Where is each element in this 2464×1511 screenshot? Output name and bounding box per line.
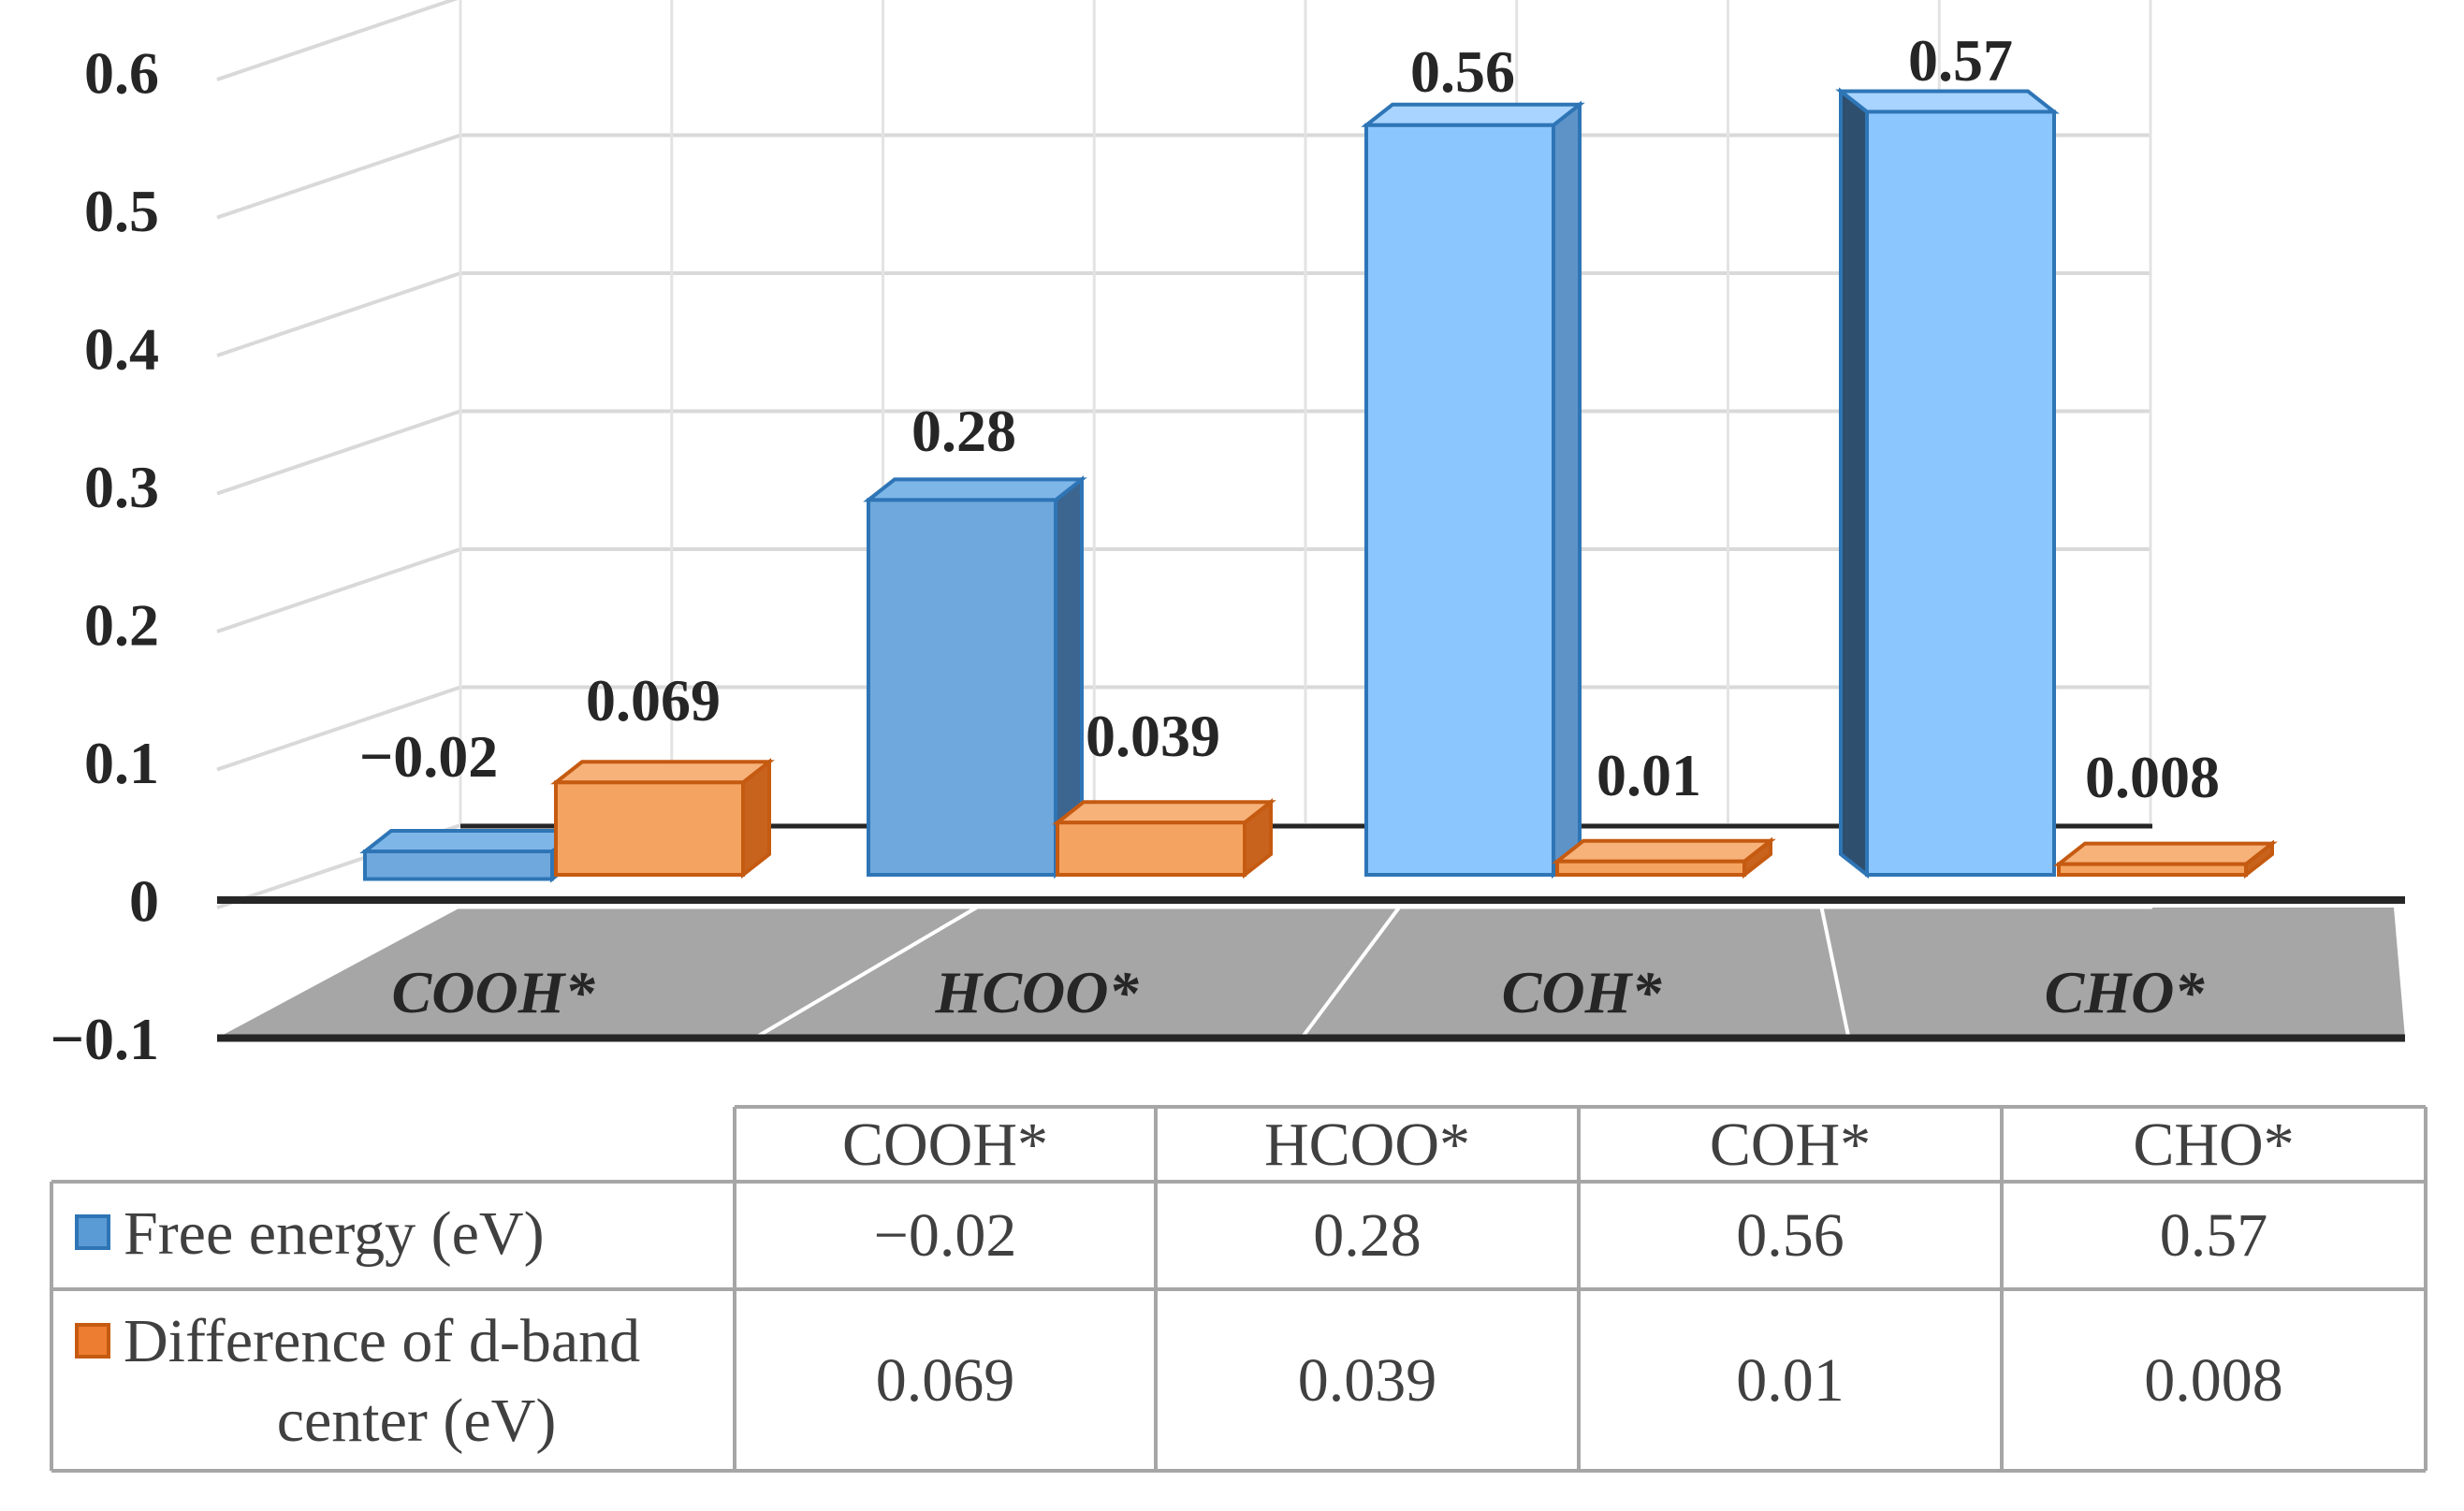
bar-top [2053, 841, 2278, 866]
table-header-cell: HCOO* [1264, 1111, 1470, 1179]
data-label-d-band-diff: 0.069 [586, 667, 721, 734]
bar-top [1835, 89, 2060, 114]
table-cell-d-band-diff: 0.039 [1298, 1346, 1437, 1415]
bar-side [1552, 100, 1582, 879]
legend-label-d-band-diff: center (eV) [277, 1387, 557, 1455]
bar-front [1056, 821, 1247, 877]
bars [359, 87, 2278, 883]
floor-divider [753, 906, 978, 1040]
table-header-cell: CHO* [2133, 1111, 2294, 1179]
floor-divider [1819, 907, 1851, 1039]
y-tick-label: 0.2 [84, 592, 159, 659]
bar-front [2057, 862, 2248, 878]
side-gridline [216, 133, 461, 220]
y-tick-label: 0.3 [84, 454, 159, 520]
bar-front [554, 780, 745, 878]
bar-d-band-diff [2053, 839, 2278, 879]
y-tick-label: −0.1 [51, 1006, 159, 1072]
bar-top [863, 477, 1087, 502]
floor-panel [217, 908, 2405, 1039]
floor-divider [1300, 906, 1401, 1039]
bar-free-energy [1361, 100, 1585, 879]
table-cell-free-energy: 0.56 [1736, 1201, 1844, 1270]
bar-top [550, 760, 775, 785]
data-label-free-energy: −0.02 [359, 723, 498, 790]
table-cell-free-energy: −0.02 [874, 1201, 1017, 1270]
category-labels: COOH* HCOO* COH* CHO* [392, 959, 2206, 1025]
y-tick-label: 0.4 [84, 316, 159, 383]
bar-top [1052, 800, 1276, 825]
data-label-d-band-diff: 0.008 [2085, 744, 2220, 810]
bar-free-energy [863, 475, 1087, 879]
legend-label-free-energy: Free energy (eV) [124, 1199, 545, 1268]
bar-free-energy [1835, 87, 2060, 879]
bar-d-band-diff [1052, 798, 1276, 879]
data-label-free-energy: 0.56 [1410, 38, 1515, 105]
x-category-label: COOH* [392, 959, 596, 1025]
legend-key-d-band-diff [75, 1323, 110, 1358]
bar-side [1839, 87, 1869, 879]
table-header-cell: COH* [1710, 1111, 1871, 1179]
table-cell-free-energy: 0.57 [2160, 1201, 2268, 1270]
side-gridline [216, 0, 459, 81]
bar-front [1364, 123, 1555, 877]
bar-top [1552, 838, 1776, 864]
table-cell-d-band-diff: 0.01 [1736, 1346, 1844, 1415]
side-gridline [216, 271, 461, 357]
bar-top [1361, 102, 1585, 127]
bar-front [867, 498, 1057, 877]
chart-floor [217, 906, 2405, 1040]
side-gridline [216, 685, 461, 772]
bar-d-band-diff [1552, 836, 1776, 879]
bar-top [359, 829, 584, 853]
y-tick-label: 0.6 [84, 40, 159, 107]
x-category-label: CHO* [2045, 959, 2206, 1025]
data-label-free-energy: 0.28 [911, 398, 1016, 464]
table-cell-d-band-diff: 0.069 [876, 1346, 1015, 1415]
y-axis: 0.6 0.5 0.4 0.3 0.2 0.1 0 −0.1 [51, 40, 2405, 1072]
bar-free-energy [359, 826, 584, 883]
bar-front [1555, 859, 1746, 878]
table-cell-free-energy: 0.28 [1313, 1201, 1422, 1270]
data-label-free-energy: 0.57 [1908, 27, 2013, 94]
side-gridline [216, 547, 461, 633]
data-label-d-band-diff: 0.01 [1596, 742, 1701, 808]
bar-front [1865, 109, 2056, 878]
y-tick-label: 0 [129, 868, 159, 935]
legend-key-free-energy [75, 1214, 110, 1250]
bar-d-band-diff [550, 758, 775, 879]
data-label-d-band-diff: 0.039 [1086, 703, 1220, 769]
data-labels: −0.02 0.069 0.28 0.039 0.56 0.01 0.57 0.008 [359, 27, 2220, 810]
data-table: COOH* HCOO* COH* CHO* Free energy (eV) Differ… [50, 1105, 2428, 1473]
bar-front [363, 850, 554, 881]
table-cell-d-band-diff: 0.008 [2144, 1346, 2283, 1415]
x-category-label: COH* [1502, 959, 1663, 1025]
table-header-cell: COOH* [842, 1111, 1048, 1179]
side-gridline [216, 409, 461, 496]
y-tick-label: 0.5 [84, 178, 159, 244]
x-category-label: HCOO* [935, 959, 1140, 1025]
legend-label-d-band-diff: Difference of d-band [124, 1307, 640, 1375]
y-tick-label: 0.1 [84, 730, 159, 796]
